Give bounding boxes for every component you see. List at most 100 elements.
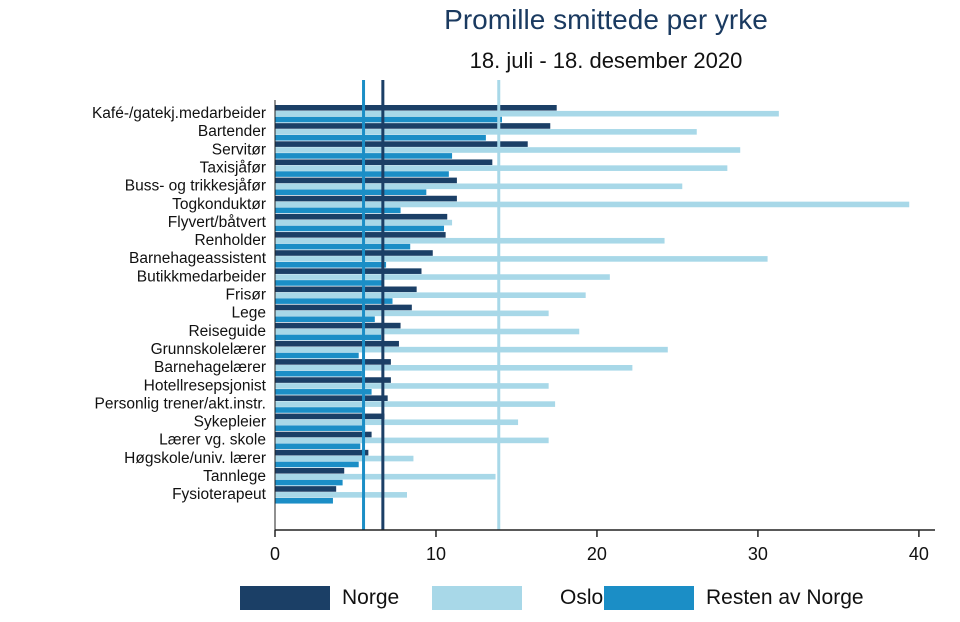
bar-resten-av-norge-20 (275, 479, 343, 486)
bar-resten-av-norge-17 (275, 425, 366, 431)
bar-resten-av-norge-21 (275, 497, 333, 504)
legend-swatch-resten-av-norge (604, 586, 694, 610)
bar-oslo-3 (275, 165, 728, 171)
category-label: Hotellresepsjonist (144, 377, 267, 394)
legend: Norge Oslo Resten av Norge (0, 583, 960, 617)
bar-norge-6 (275, 213, 448, 220)
bar-oslo-7 (275, 237, 665, 244)
category-label: Sykepleier (194, 414, 266, 431)
bar-oslo-9 (275, 274, 610, 280)
bar-resten-av-norge-10 (275, 298, 393, 304)
reference-lines (362, 80, 501, 530)
x-tick-label: 40 (909, 544, 929, 564)
bar-resten-av-norge-4 (275, 189, 427, 195)
bar-norge-20 (275, 468, 345, 474)
bar-oslo-15 (275, 383, 549, 389)
bar-norge-5 (275, 195, 457, 202)
category-label: Barnehageassistent (129, 250, 267, 267)
bar-norge-18 (275, 431, 372, 438)
legend-item-resten-av-norge[interactable]: Resten av Norge (604, 583, 864, 613)
bar-oslo-1 (275, 129, 697, 135)
bar-norge-7 (275, 232, 446, 238)
category-label: Reiseguide (188, 323, 266, 340)
category-label: Fysioterapeut (172, 486, 267, 503)
bar-oslo-2 (275, 147, 741, 153)
bar-resten-av-norge-7 (275, 243, 411, 250)
bars-layer (275, 105, 910, 504)
x-tick-label: 20 (587, 544, 607, 564)
bar-norge-16 (275, 395, 388, 401)
bar-oslo-0 (275, 110, 779, 117)
bar-oslo-19 (275, 455, 414, 462)
bar-resten-av-norge-0 (275, 116, 502, 123)
bar-norge-14 (275, 359, 391, 365)
category-label: Buss- og trikkesjåfør (125, 178, 266, 195)
bar-resten-av-norge-9 (275, 280, 383, 286)
bar-norge-2 (275, 141, 528, 147)
legend-swatch-norge (240, 586, 330, 610)
legend-swatch-oslo (432, 586, 522, 610)
bar-oslo-10 (275, 292, 586, 298)
bar-oslo-8 (275, 256, 768, 262)
category-label: Tannlege (203, 468, 266, 485)
bar-resten-av-norge-12 (275, 334, 382, 341)
category-label: Servitør (212, 141, 266, 158)
bar-resten-av-norge-5 (275, 207, 401, 214)
legend-label-resten-av-norge: Resten av Norge (706, 586, 864, 609)
bar-oslo-4 (275, 183, 683, 190)
bar-resten-av-norge-14 (275, 370, 362, 377)
category-label: Butikkmedarbeider (137, 268, 266, 285)
category-label: Kafé-/gatekj.medarbeider (92, 105, 266, 122)
bar-oslo-13 (275, 346, 668, 353)
bar-norge-17 (275, 413, 385, 420)
bar-norge-15 (275, 377, 391, 383)
bar-resten-av-norge-11 (275, 316, 375, 323)
bar-oslo-21 (275, 492, 407, 498)
legend-item-norge[interactable]: Norge (240, 583, 399, 613)
bar-resten-av-norge-16 (275, 407, 364, 413)
bar-norge-0 (275, 105, 557, 111)
bar-oslo-5 (275, 201, 910, 208)
bar-resten-av-norge-6 (275, 225, 445, 232)
bar-resten-av-norge-3 (275, 171, 449, 177)
category-label: Lærer vg. skole (159, 432, 266, 449)
category-label: Taxisjåfør (200, 159, 266, 176)
category-label: Høgskole/univ. lærer (124, 450, 266, 467)
bar-norge-9 (275, 268, 422, 274)
category-label: Frisør (226, 287, 266, 304)
bar-oslo-18 (275, 437, 549, 444)
bar-norge-4 (275, 177, 457, 184)
bar-norge-19 (275, 449, 369, 456)
bar-norge-13 (275, 340, 399, 347)
legend-label-oslo: Oslo (560, 586, 604, 609)
legend-item-oslo[interactable]: Oslo (432, 583, 603, 613)
bar-oslo-12 (275, 328, 580, 335)
bar-resten-av-norge-15 (275, 389, 372, 395)
category-label: Grunnskolelærer (151, 341, 266, 358)
bar-resten-av-norge-13 (275, 352, 359, 359)
bar-resten-av-norge-1 (275, 134, 486, 141)
bar-norge-21 (275, 486, 337, 492)
category-label: Togkonduktør (172, 196, 266, 213)
x-axis: 0 10 20 30 40 (270, 100, 935, 564)
x-tick-label: 30 (748, 544, 768, 564)
category-label: Renholder (194, 232, 266, 249)
chart-subtitle: 18. juli - 18. desember 2020 (469, 48, 743, 73)
bar-norge-8 (275, 250, 433, 256)
bar-norge-1 (275, 123, 551, 129)
category-label: Lege (232, 305, 266, 322)
bar-norge-12 (275, 322, 401, 329)
category-label: Flyvert/båtvert (168, 214, 267, 231)
bar-resten-av-norge-18 (275, 443, 361, 450)
bar-oslo-14 (275, 365, 633, 371)
bar-resten-av-norge-19 (275, 461, 359, 468)
chart-title: Promille smittede per yrke (444, 4, 768, 35)
legend-label-norge: Norge (342, 586, 400, 609)
bar-oslo-20 (275, 473, 496, 480)
chart-plot: Kafé-/gatekj.medarbeiderBartenderServitø… (92, 80, 935, 564)
bar-oslo-11 (275, 310, 549, 317)
bar-oslo-16 (275, 401, 556, 407)
bar-norge-10 (275, 286, 417, 293)
category-label: Personlig trener/akt.instr. (95, 395, 266, 412)
category-labels: Kafé-/gatekj.medarbeiderBartenderServitø… (92, 105, 267, 503)
